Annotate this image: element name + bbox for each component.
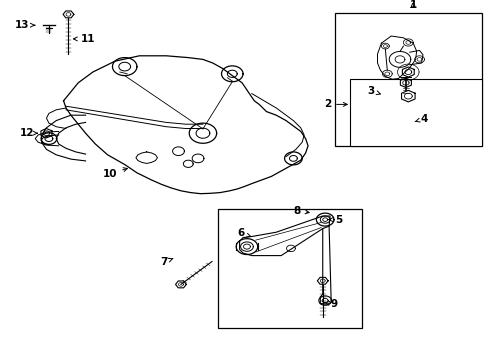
Text: 7: 7 [160, 257, 172, 267]
Text: 11: 11 [73, 34, 95, 44]
Text: 3: 3 [366, 86, 380, 96]
Text: 10: 10 [102, 168, 127, 179]
Bar [334, 13, 481, 146]
Text: 13: 13 [15, 20, 35, 30]
Polygon shape [63, 56, 307, 194]
Bar [349, 79, 481, 146]
Text: 6: 6 [237, 228, 250, 238]
Text: 4: 4 [414, 114, 427, 124]
Text: 8: 8 [293, 206, 308, 216]
Text: 1: 1 [409, 0, 416, 10]
Polygon shape [239, 216, 329, 256]
Text: 9: 9 [324, 299, 337, 309]
Text: 2: 2 [323, 99, 346, 109]
Text: 5: 5 [328, 215, 342, 225]
Bar [217, 209, 361, 328]
Text: 12: 12 [20, 128, 37, 138]
Polygon shape [320, 226, 330, 304]
